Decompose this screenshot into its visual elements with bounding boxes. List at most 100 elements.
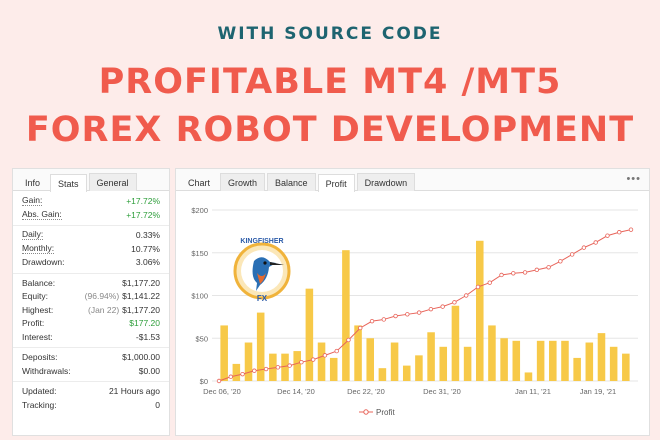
stat-label: Highest: xyxy=(22,304,54,315)
line-point xyxy=(428,306,434,312)
stat-label[interactable]: Gain: xyxy=(22,195,43,206)
line-point xyxy=(369,318,375,324)
stat-label: Equity: xyxy=(22,291,48,301)
line-point xyxy=(534,267,540,273)
line-point xyxy=(240,371,245,377)
x-tick-label: Dec 06, '20 xyxy=(203,387,241,396)
profit-bar xyxy=(549,340,557,381)
headline-line-1: PROFITABLE MT4 /MT5 xyxy=(98,62,562,102)
x-tick-label: Dec 31, '20 xyxy=(423,387,461,396)
profit-bar xyxy=(488,325,496,381)
chart-bars xyxy=(220,240,630,381)
line-point xyxy=(522,270,528,275)
stat-label[interactable]: Monthly: xyxy=(22,242,55,254)
line-point xyxy=(381,317,386,322)
stat-value: 0.33% xyxy=(135,230,160,240)
y-tick-label: $0 xyxy=(200,377,208,386)
line-point xyxy=(346,337,351,343)
tab-general[interactable]: General xyxy=(88,173,137,191)
stat-value: $1,141.22 xyxy=(122,291,160,301)
stat-row-updated: Updated: 21 Hours ago xyxy=(13,385,169,399)
stat-value: $1,000.00 xyxy=(122,352,160,362)
line-point xyxy=(287,363,292,368)
stat-pre: (Jan 22) xyxy=(87,304,120,315)
tab-info[interactable]: Info xyxy=(25,178,41,188)
line-point xyxy=(464,293,469,298)
profit-bar xyxy=(354,325,362,381)
stat-row-deposits: Deposits: $1,000.00 xyxy=(13,351,169,365)
profit-bar xyxy=(475,240,484,381)
stat-value: 21 Hours ago xyxy=(108,386,160,396)
y-tick-label: $200 xyxy=(191,206,208,215)
profit-bar xyxy=(573,357,581,381)
line-point xyxy=(511,271,516,276)
profit-bar xyxy=(390,342,399,381)
line-point xyxy=(487,280,492,285)
x-tick-label: Jan 11, '21 xyxy=(515,387,551,396)
tab-drawdown[interactable]: Drawdown xyxy=(356,173,416,191)
stat-row-abs-gain: Abs. Gain: +17.72% xyxy=(13,209,169,223)
logo-text-bottom: FX xyxy=(257,294,268,303)
profit-bar xyxy=(402,365,411,381)
profit-bar xyxy=(536,340,545,381)
tab-chart[interactable]: Chart xyxy=(188,178,211,188)
stat-row-gain: Gain: +17.72% xyxy=(13,195,169,209)
tab-balance[interactable]: Balance xyxy=(267,173,316,191)
divider xyxy=(13,381,169,382)
legend-label: Profit xyxy=(376,408,395,417)
stat-label: Tracking: xyxy=(22,399,57,410)
tab-stats[interactable]: Stats xyxy=(50,174,87,192)
tab-growth[interactable]: Growth xyxy=(220,173,266,191)
profit-bar xyxy=(220,325,228,381)
line-point xyxy=(299,359,304,365)
profit-bar xyxy=(427,332,435,381)
stat-label[interactable]: Abs. Gain: xyxy=(22,208,62,220)
profit-bar xyxy=(256,312,265,381)
profit-bar xyxy=(244,342,253,381)
stat-row-profit: Profit: $177.20 xyxy=(13,317,169,331)
bird-body xyxy=(252,257,276,291)
profit-bar xyxy=(232,363,241,381)
logo-text-top: KINGFISHER xyxy=(240,238,283,245)
chart-line xyxy=(216,227,634,384)
stat-value-group: (96.94%) $1,141.22 xyxy=(85,290,160,304)
profit-bar xyxy=(342,250,350,381)
line-point xyxy=(617,230,622,235)
profit-bar xyxy=(439,346,448,381)
bird-beak xyxy=(270,262,284,265)
line-point xyxy=(322,353,328,358)
stat-row-highest: Highest: (Jan 22) $1,177.20 xyxy=(13,304,169,318)
stat-value: $1,177.20 xyxy=(122,304,160,315)
profit-bar xyxy=(451,305,460,381)
profit-bar xyxy=(609,346,618,381)
y-axis-labels: $0 $50 $100 $150 $200 xyxy=(191,206,208,386)
stat-pre: (96.94%) xyxy=(84,291,120,301)
chart-legend: Profit xyxy=(359,408,395,417)
chart-tabs: Chart Growth Balance Profit Drawdown xyxy=(176,169,649,192)
line-point xyxy=(569,252,575,257)
stat-row-interest: Interest: -$1.53 xyxy=(13,331,169,345)
profit-bar xyxy=(305,288,314,381)
tab-profit[interactable]: Profit xyxy=(317,174,355,192)
profit-bar xyxy=(329,357,338,381)
bird-breast xyxy=(257,273,266,284)
stat-label: Withdrawals: xyxy=(22,365,71,376)
profit-bar xyxy=(293,351,301,381)
line-point xyxy=(263,366,269,372)
profit-bar xyxy=(366,338,375,381)
profit-bar xyxy=(281,353,289,381)
headline-line-2: FOREX ROBOT DEVELOPMENT xyxy=(25,110,635,150)
y-tick-label: $150 xyxy=(191,249,208,258)
stat-value: 0 xyxy=(155,399,160,410)
chart-menu-icon[interactable]: ••• xyxy=(626,173,641,185)
stat-row-tracking: Tracking: 0 xyxy=(13,399,169,413)
stat-value: +17.72% xyxy=(126,196,160,206)
stat-row-daily: Daily: 0.33% xyxy=(13,229,169,243)
stat-value: 10.77% xyxy=(131,243,160,254)
stats-tabs: Info Stats General xyxy=(13,169,169,192)
stat-label[interactable]: Daily: xyxy=(22,229,44,240)
stat-value: +17.72% xyxy=(126,209,160,220)
bird-eye xyxy=(263,261,267,265)
divider xyxy=(13,225,169,226)
line-point xyxy=(393,313,398,319)
